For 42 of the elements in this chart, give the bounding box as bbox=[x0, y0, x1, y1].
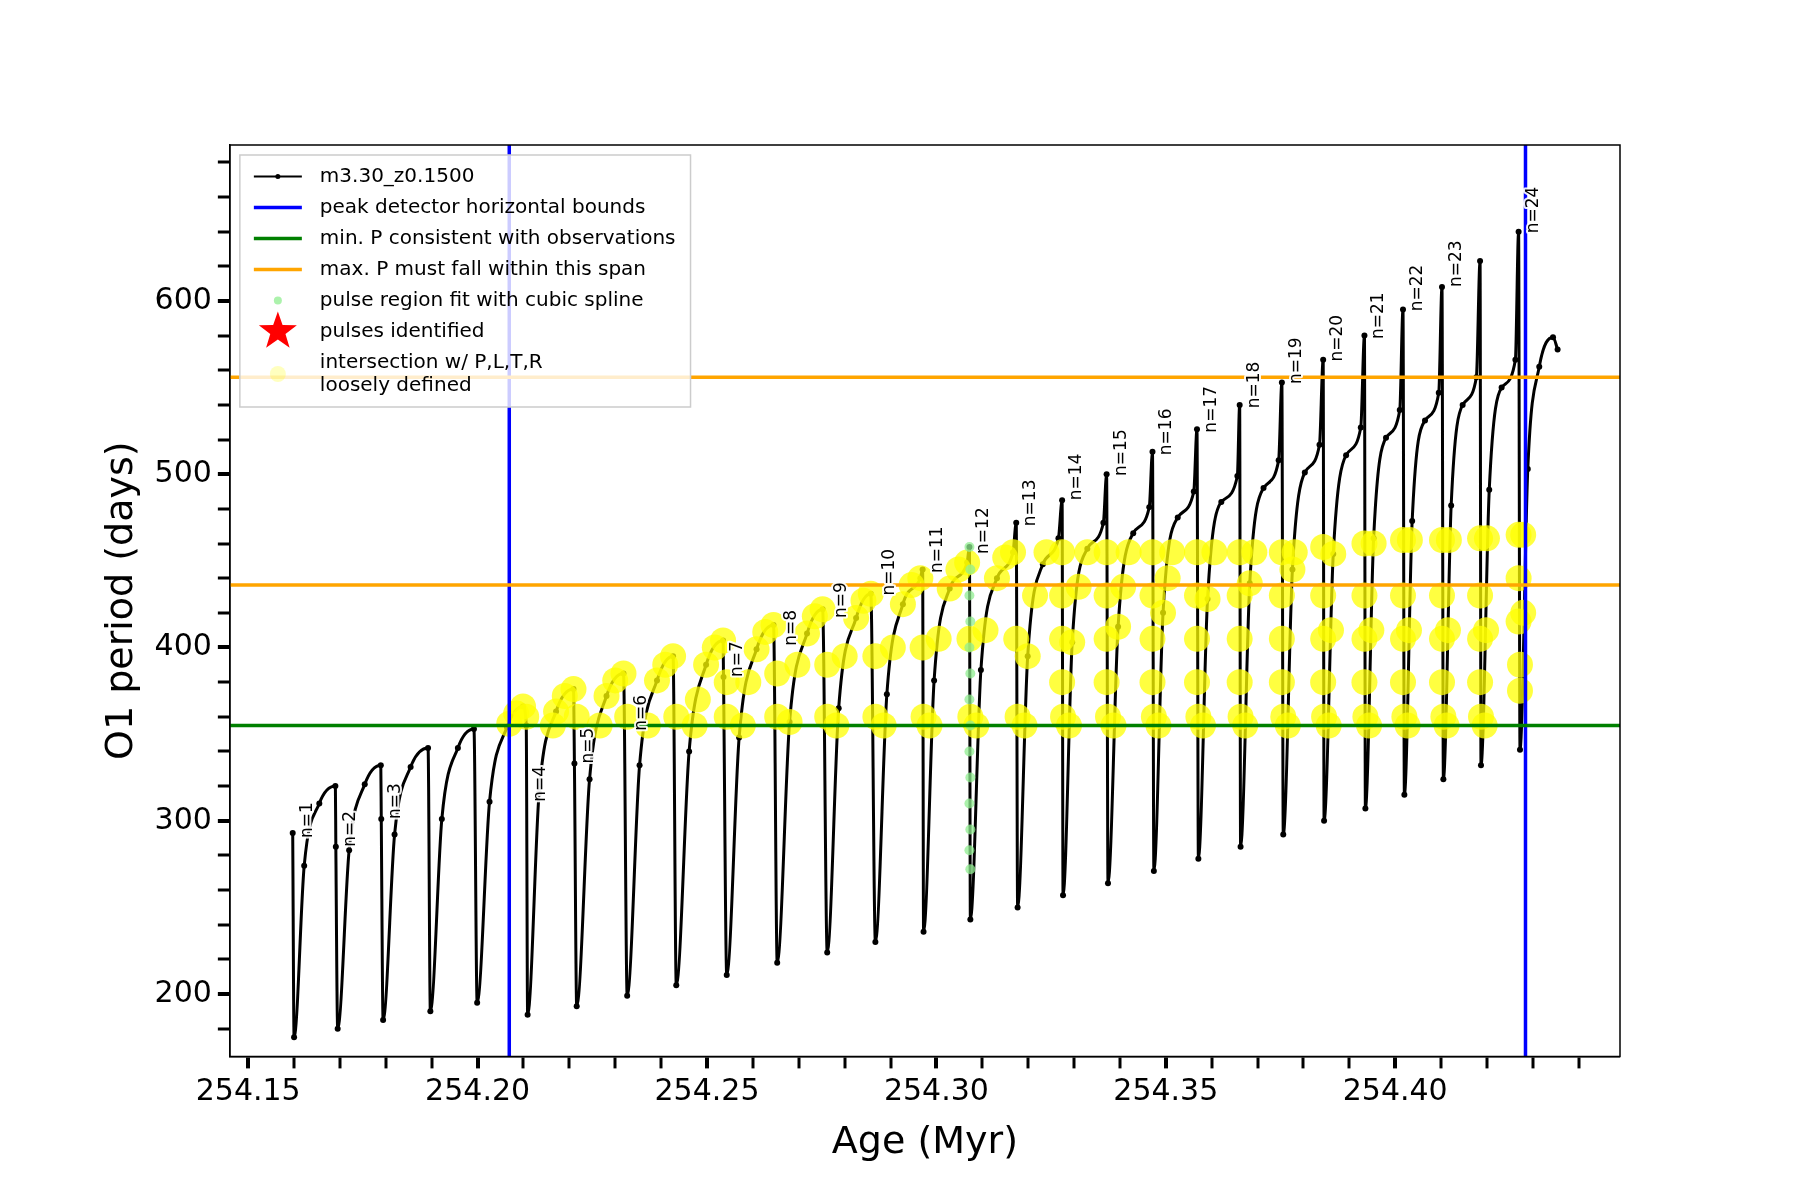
annotation: n=3 bbox=[384, 783, 405, 820]
annotation: n=19 bbox=[1284, 337, 1305, 385]
annotation: n=8 bbox=[780, 609, 801, 646]
annotation: n=24 bbox=[1521, 186, 1542, 234]
annotation: n=11 bbox=[925, 526, 946, 573]
x-tick-label: 254.30 bbox=[883, 1072, 989, 1108]
annotation: n=14 bbox=[1065, 453, 1086, 501]
annotation: n=20 bbox=[1326, 314, 1347, 362]
x-axis-title: Age (Myr) bbox=[831, 1118, 1018, 1163]
legend-label: pulse region fit with cubic spline bbox=[319, 286, 644, 311]
legend-label: pulses identified bbox=[319, 317, 485, 342]
x-tick-label: 254.20 bbox=[425, 1072, 531, 1108]
annotation: n=16 bbox=[1155, 408, 1176, 456]
annotation: n=13 bbox=[1019, 479, 1040, 527]
ref-line-label: peak detector horizontal bounds bbox=[319, 193, 646, 218]
x-tick-label: 254.25 bbox=[654, 1072, 760, 1108]
annotation: n=1 bbox=[295, 802, 316, 839]
y-tick-label: 400 bbox=[154, 627, 212, 663]
x-tick-label: 254.35 bbox=[1113, 1072, 1219, 1108]
y-tick-label: 500 bbox=[154, 454, 212, 490]
x-tick-label: 254.15 bbox=[195, 1072, 301, 1108]
legend-label: m3.30_z0.1500 bbox=[319, 162, 475, 187]
y-axis-title: O1 period (days) bbox=[96, 441, 141, 761]
legend-label: max. P must fall within this span bbox=[319, 255, 647, 280]
annotation: n=17 bbox=[1199, 385, 1220, 433]
annotation: n=21 bbox=[1367, 292, 1388, 340]
annotation: n=5 bbox=[577, 727, 598, 764]
annotation: n=15 bbox=[1109, 429, 1130, 476]
annotation: n=6 bbox=[630, 694, 651, 731]
y-tick-label: 600 bbox=[154, 280, 212, 316]
annotation: n=7 bbox=[726, 641, 747, 677]
legend-label: min. P consistent with observations bbox=[319, 224, 676, 249]
y-tick-label: 200 bbox=[154, 973, 212, 1009]
x-tick-label: 254.40 bbox=[1342, 1072, 1448, 1108]
annotation: n=18 bbox=[1242, 361, 1263, 409]
annotation: n=12 bbox=[972, 507, 993, 554]
annotation: n=9 bbox=[830, 582, 851, 619]
annotation: n=23 bbox=[1444, 240, 1465, 288]
legend-label: intersection w/ P,L,T,R loosely defined bbox=[319, 348, 543, 396]
annotation: n=22 bbox=[1405, 264, 1426, 312]
y-tick-label: 300 bbox=[154, 800, 212, 836]
annotation: n=10 bbox=[878, 548, 899, 596]
